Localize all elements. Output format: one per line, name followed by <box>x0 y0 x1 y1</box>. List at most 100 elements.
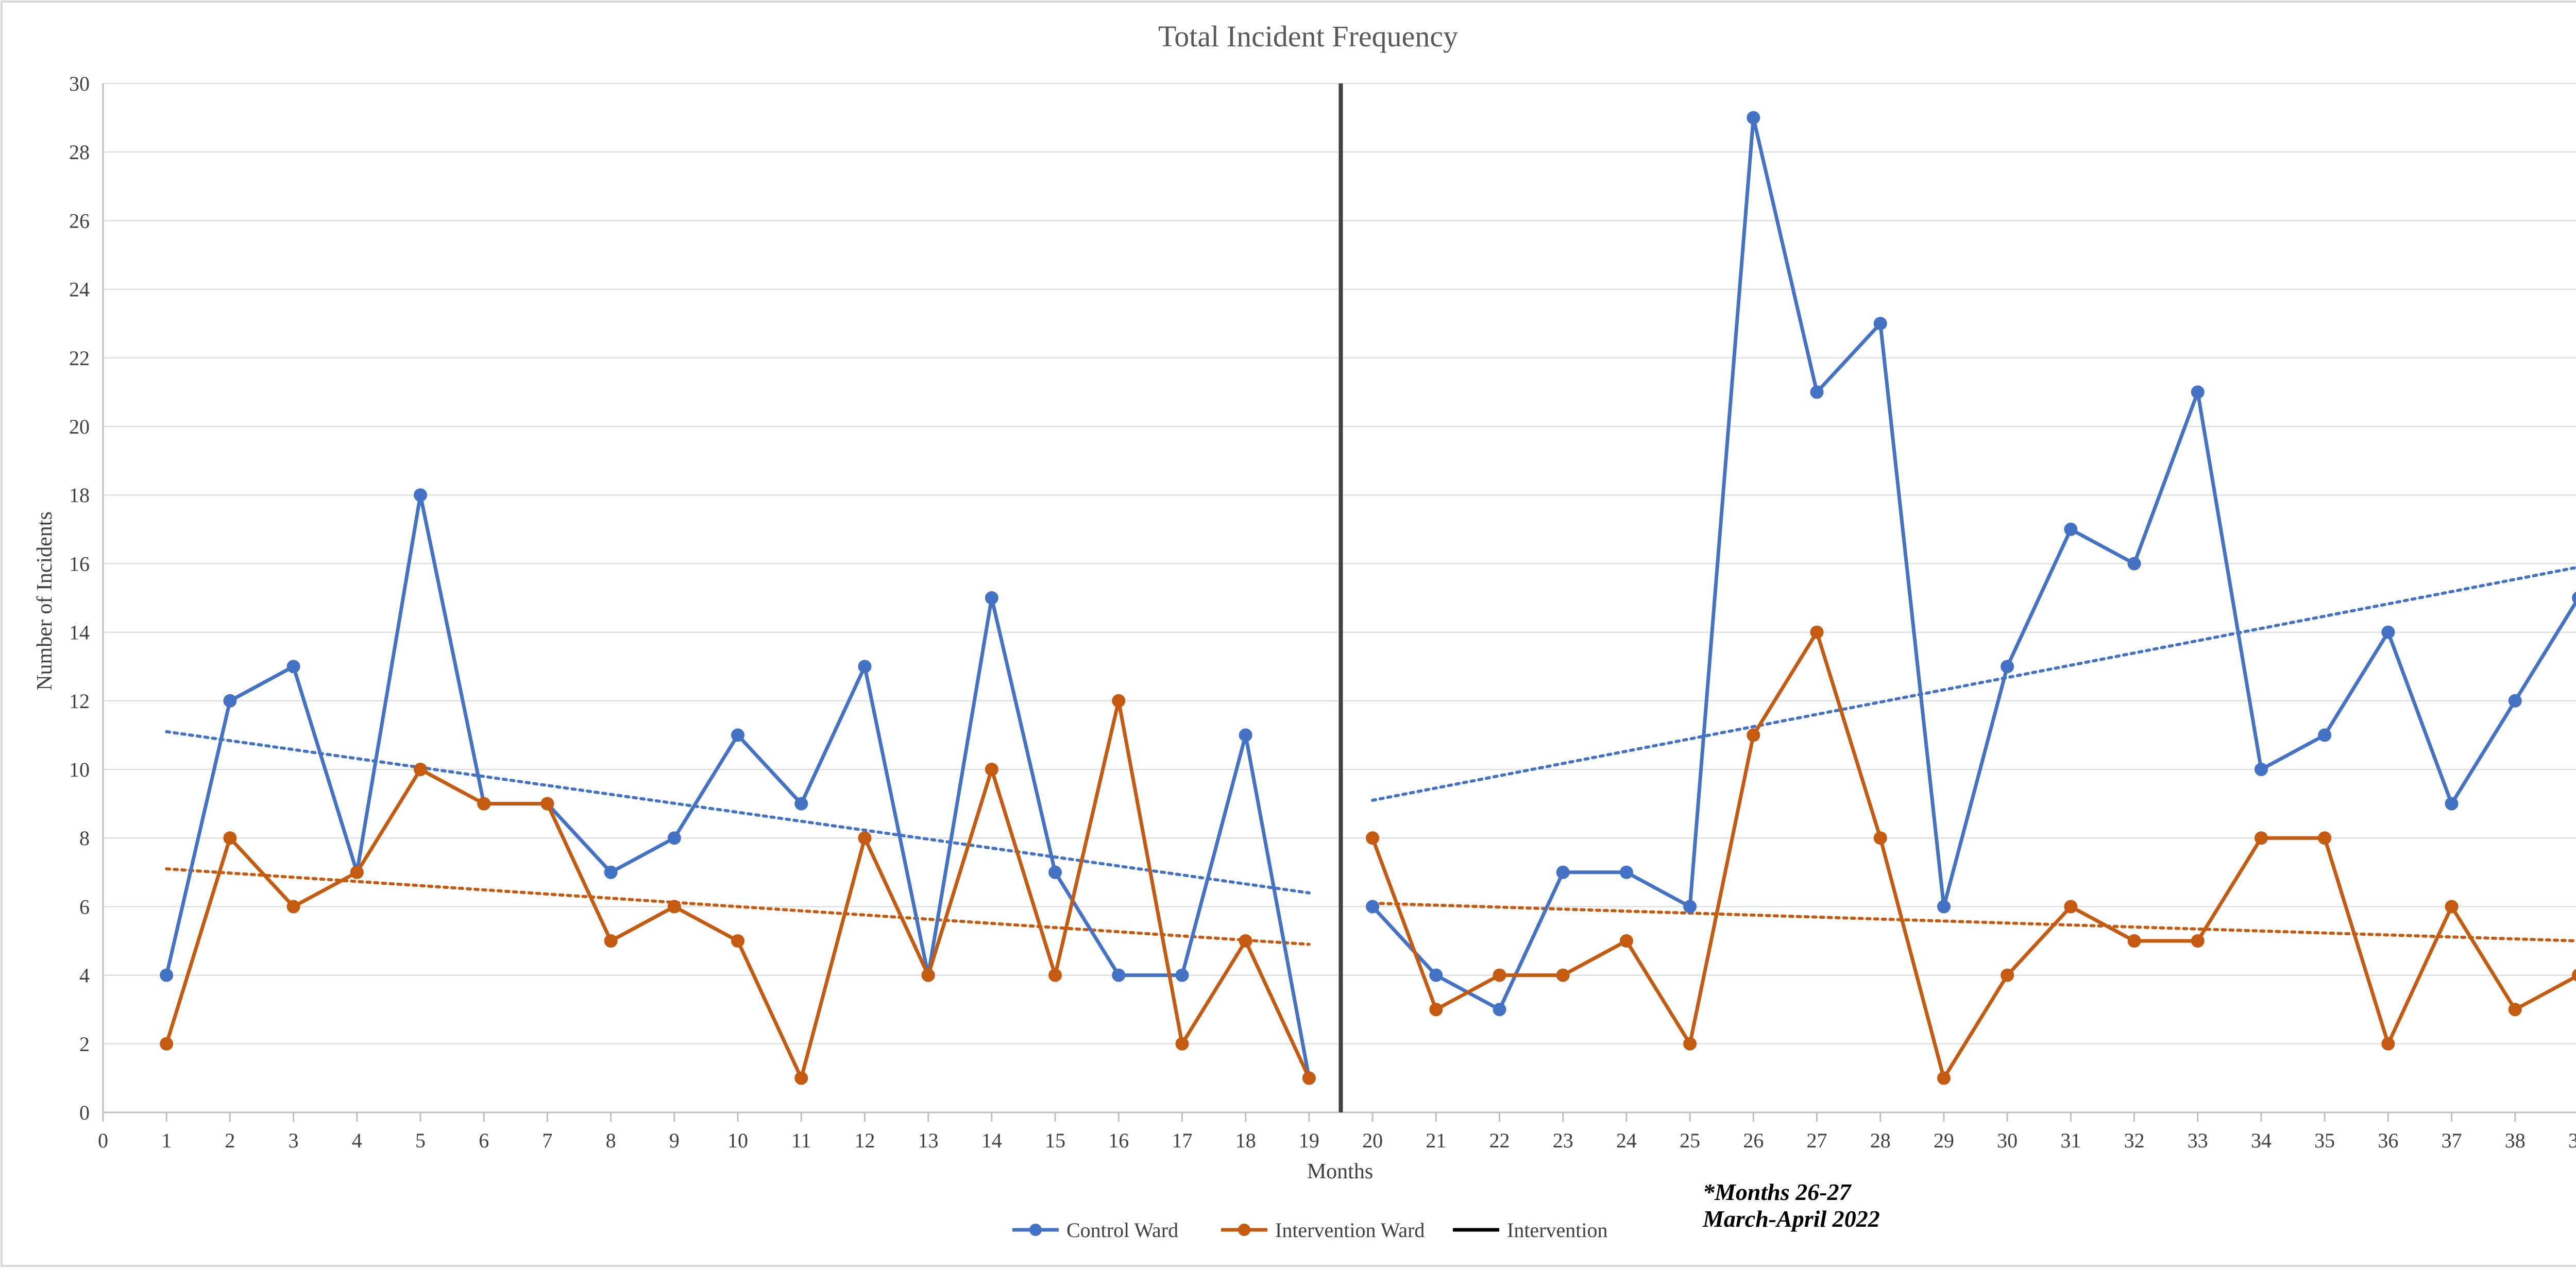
data-point-intervention-ward <box>1429 1003 1443 1017</box>
data-point-intervention-ward <box>2127 934 2141 948</box>
legend-item-control-ward: Control Ward <box>1012 1218 1178 1242</box>
data-point-intervention-ward <box>1747 728 1760 742</box>
data-point-intervention-ward <box>2318 831 2332 845</box>
x-tick-label: 39 <box>2568 1129 2576 1152</box>
data-point-control-ward <box>1619 865 1633 879</box>
data-point-intervention-ward <box>1810 625 1824 639</box>
y-tick-label: 30 <box>69 72 90 95</box>
y-tick-label: 28 <box>69 141 90 164</box>
data-point-intervention-ward <box>1493 968 1506 982</box>
x-tick-label: 15 <box>1045 1129 1065 1152</box>
data-point-control-ward <box>1366 900 1380 914</box>
data-point-control-ward <box>2381 625 2395 639</box>
trendline-intervention-2 <box>1371 901 2576 942</box>
legend-label: Intervention Ward <box>1275 1218 1425 1242</box>
x-tick-label: 36 <box>2378 1129 2398 1152</box>
data-point-intervention-ward <box>2381 1037 2395 1051</box>
data-point-intervention-ward <box>1175 1037 1189 1051</box>
x-tick-label: 38 <box>2505 1129 2526 1152</box>
data-point-intervention-ward <box>223 831 237 845</box>
legend-item-intervention-ward: Intervention Ward <box>1221 1218 1425 1242</box>
x-tick-label: 28 <box>1870 1129 1891 1152</box>
y-tick-label: 6 <box>79 895 90 918</box>
data-point-intervention-ward <box>667 900 681 914</box>
x-tick-label: 6 <box>479 1129 489 1152</box>
data-point-control-ward <box>667 831 681 845</box>
data-point-intervention-ward <box>350 865 364 879</box>
y-tick-label: 16 <box>69 552 90 575</box>
data-point-control-ward <box>1873 317 1887 331</box>
x-tick-label: 1 <box>161 1129 172 1152</box>
data-point-intervention-ward <box>414 763 428 776</box>
data-point-intervention-ward <box>2445 900 2459 914</box>
data-point-intervention-ward <box>2064 900 2078 914</box>
legend-label: Intervention <box>1507 1218 1608 1242</box>
x-tick-label: 8 <box>606 1129 616 1152</box>
data-point-control-ward <box>2191 385 2205 399</box>
x-tick-label: 24 <box>1616 1129 1637 1152</box>
data-point-intervention-ward <box>604 934 618 948</box>
legend-label: Control Ward <box>1066 1218 1178 1242</box>
data-point-control-ward <box>1683 900 1697 914</box>
data-point-intervention-ward <box>985 763 998 776</box>
x-axis-label: Months <box>1307 1160 1373 1183</box>
x-tick-label: 4 <box>352 1129 362 1152</box>
data-point-intervention-ward <box>1556 968 1570 982</box>
data-point-intervention-ward <box>1302 1071 1316 1085</box>
data-point-intervention-ward <box>2508 1003 2522 1017</box>
data-point-intervention-ward <box>286 900 300 914</box>
data-point-control-ward <box>2572 592 2576 604</box>
y-tick-label: 26 <box>69 209 90 232</box>
x-tick-label: 33 <box>2188 1129 2208 1152</box>
x-tick-label: 18 <box>1235 1129 1256 1152</box>
data-point-control-ward <box>286 660 300 674</box>
data-point-control-ward <box>2508 694 2522 708</box>
trendlines <box>165 565 2576 946</box>
data-point-intervention-ward <box>731 934 745 948</box>
data-point-intervention-ward <box>2254 831 2268 845</box>
x-tick-label: 25 <box>1680 1129 1700 1152</box>
data-point-intervention-ward <box>477 797 491 811</box>
data-point-intervention-ward <box>160 1037 174 1051</box>
data-point-intervention-ward <box>2001 968 2014 982</box>
data-point-control-ward <box>1810 385 1824 399</box>
x-tick-label: 27 <box>1807 1129 1827 1152</box>
y-tick-label: 22 <box>69 347 90 370</box>
data-point-intervention-ward <box>1873 831 1887 845</box>
x-tick-label: 11 <box>791 1129 811 1152</box>
x-tick-label: 19 <box>1299 1129 1319 1152</box>
y-tick-label: 0 <box>79 1101 90 1124</box>
legend-item-intervention: Intervention <box>1453 1218 1608 1242</box>
data-point-intervention-ward <box>1239 934 1252 948</box>
data-point-control-ward <box>1493 1003 1506 1017</box>
x-tick-label: 23 <box>1553 1129 1573 1152</box>
data-point-intervention-ward <box>540 797 554 811</box>
x-tick-label: 13 <box>918 1129 939 1152</box>
x-tick-label: 3 <box>289 1129 299 1152</box>
y-tick-label: 12 <box>69 690 90 713</box>
data-point-control-ward <box>160 968 174 982</box>
data-point-control-ward <box>1937 900 1951 914</box>
x-tick-label: 31 <box>2060 1129 2081 1152</box>
legend-swatch-marker <box>1029 1224 1042 1236</box>
x-tick-label: 7 <box>542 1129 552 1152</box>
x-tick-label: 10 <box>727 1129 748 1152</box>
x-tick-label: 16 <box>1108 1129 1129 1152</box>
x-tick-label: 17 <box>1172 1129 1192 1152</box>
data-point-control-ward <box>2064 522 2078 536</box>
x-tick-label: 35 <box>2314 1129 2335 1152</box>
x-tick-label: 2 <box>225 1129 235 1152</box>
x-tick-label: 37 <box>2442 1129 2462 1152</box>
data-point-control-ward <box>1556 865 1570 879</box>
data-point-intervention-ward <box>1937 1071 1951 1085</box>
data-point-intervention-ward <box>1048 968 1062 982</box>
data-point-control-ward <box>731 728 745 742</box>
x-tick-label: 34 <box>2251 1129 2272 1152</box>
data-point-control-ward <box>985 591 998 605</box>
data-point-control-ward <box>1112 968 1126 982</box>
series-line-control-ward-2 <box>1371 116 2576 1011</box>
